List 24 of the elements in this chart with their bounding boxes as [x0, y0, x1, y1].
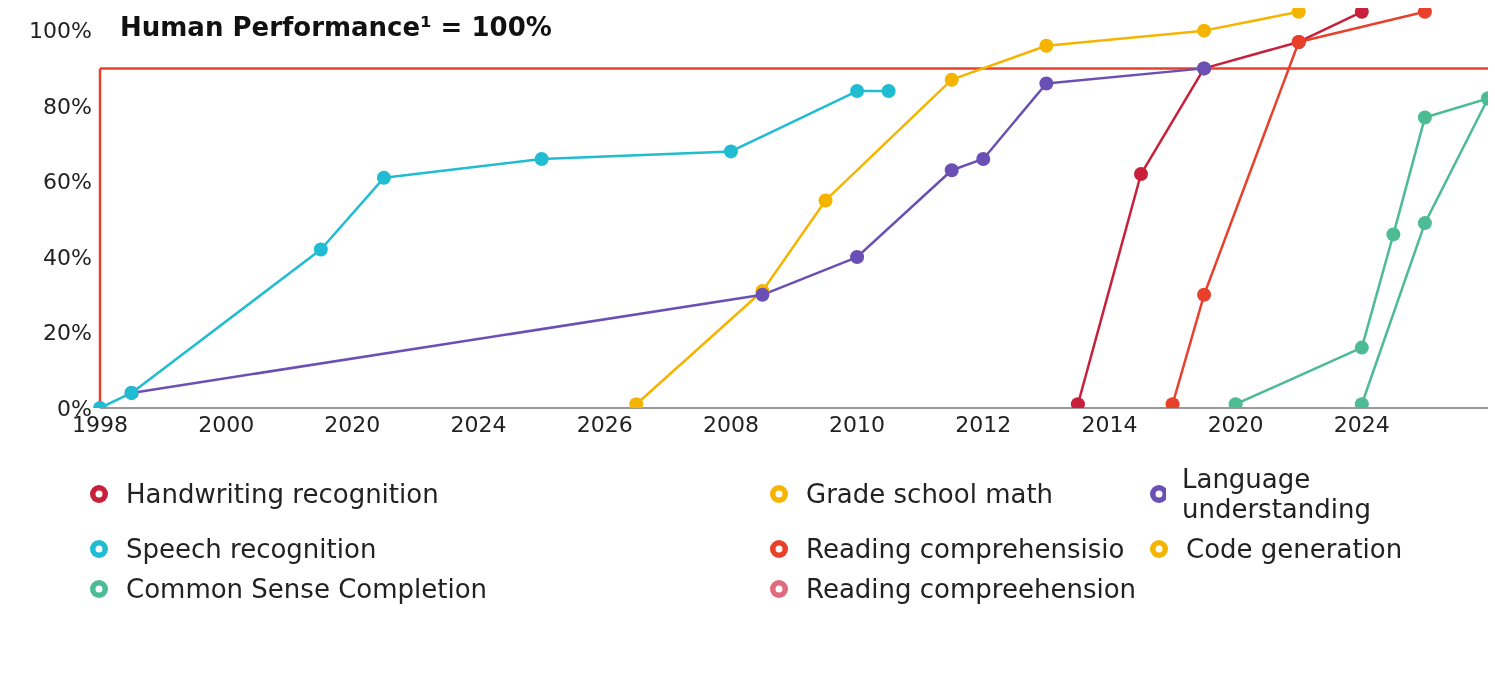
legend-label: Speech recognition — [126, 534, 377, 564]
y-tick-label: 100% — [29, 18, 92, 44]
y-tick-label: 20% — [43, 320, 92, 346]
legend-label: Common Sense Completion — [126, 574, 488, 604]
x-tick-label: 2000 — [198, 411, 255, 437]
y-tick-label: 40% — [43, 244, 92, 270]
legend-label: Language understanding — [1181, 464, 1372, 524]
y-tick-label: 80% — [43, 93, 92, 119]
x-tick-label: 2014 — [1081, 411, 1138, 437]
x-tick-label: 2020 — [324, 411, 381, 437]
legend-label: Reading comprehensisio — [806, 534, 1125, 564]
x-tick-label: 2024 — [1333, 411, 1390, 437]
y-tick-label: 60% — [43, 169, 92, 195]
x-tick-label: 2010 — [829, 411, 886, 437]
x-tick-label: 2012 — [955, 411, 1012, 437]
x-tick-label: 2008 — [702, 411, 759, 437]
x-tick-label: 2024 — [450, 411, 507, 437]
x-tick-label: 2026 — [576, 411, 633, 437]
legend-label: Code generation — [1186, 534, 1403, 564]
x-tick-label: 2020 — [1207, 411, 1264, 437]
legend-label: Grade school math — [806, 479, 1054, 509]
legend-label: Handwriting recognition — [126, 479, 439, 509]
annotation: Human Performance¹ = 100% — [120, 11, 552, 42]
legend-label: Reading compreehension — [806, 574, 1137, 604]
